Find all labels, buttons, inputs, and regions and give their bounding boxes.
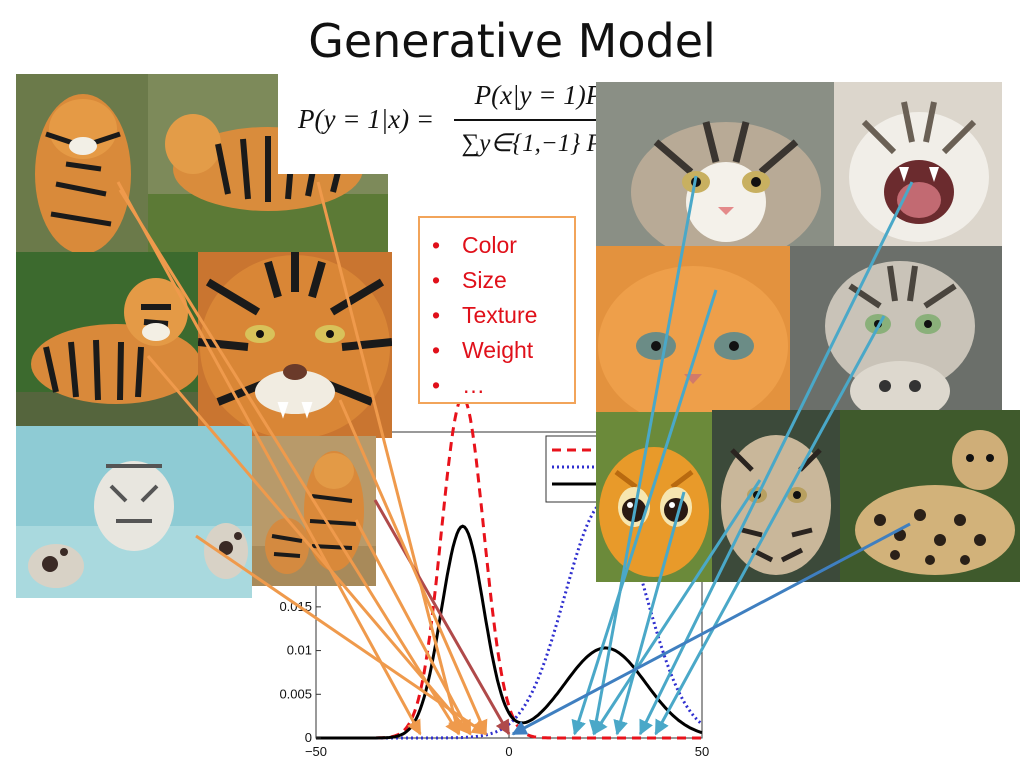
feature-label: Size xyxy=(462,267,507,293)
tiger-face-photo xyxy=(198,252,392,438)
orange-kitten-photo-icon xyxy=(596,246,790,412)
kitten-photo xyxy=(596,82,834,246)
feature-list-box: • Color • Size • Texture • Weight •… xyxy=(418,216,576,404)
page-title: Generative Model xyxy=(308,14,716,68)
x-tick-label: 50 xyxy=(695,744,709,759)
ocelot-photo-1 xyxy=(712,410,840,582)
feature-item: • Color xyxy=(432,232,517,258)
tiger-cub-photo xyxy=(252,436,376,586)
white-tiger-photo xyxy=(16,426,252,598)
tiger-photo-icon xyxy=(16,252,200,426)
feature-label: Color xyxy=(462,232,517,258)
orange-kitten-photo xyxy=(596,246,790,412)
tiger-photo-icon xyxy=(252,436,376,586)
y-tick-label: 0.01 xyxy=(287,643,312,658)
cat-hissing-photo-icon xyxy=(834,82,1002,246)
cat-hissing-photo xyxy=(834,82,1002,246)
y-tick-label: 0.015 xyxy=(279,599,312,614)
feature-item: • Size xyxy=(432,267,507,293)
x-tick-label: 0 xyxy=(505,744,512,759)
tiger-photo-1 xyxy=(16,74,150,252)
y-tick-label: 0 xyxy=(305,730,312,745)
formula-lhs: P(y = 1|x) = xyxy=(298,104,435,134)
fraction-bar xyxy=(454,119,698,121)
white-tiger-photo-icon xyxy=(16,426,252,598)
ocelot-photo-2 xyxy=(840,410,1020,582)
ocelot-photo-icon xyxy=(712,410,840,582)
cats-photo xyxy=(790,246,1002,412)
tiger-face-photo-icon xyxy=(198,252,392,438)
kitten-photo-icon xyxy=(596,82,834,246)
cartoon-cat-photo xyxy=(596,412,712,582)
feature-item: • Texture xyxy=(432,302,538,328)
y-tick-label: 0.005 xyxy=(279,686,312,701)
tiger-photo-3 xyxy=(16,252,200,426)
feature-label: … xyxy=(462,372,485,398)
ocelot-photo-icon xyxy=(840,410,1020,582)
feature-item: •… xyxy=(432,372,485,398)
feature-label: Weight xyxy=(462,337,534,363)
feature-label: Texture xyxy=(462,302,538,328)
x-tick-label: −50 xyxy=(305,744,327,759)
cats-photo-icon xyxy=(790,246,1002,412)
cartoon-cat-photo-icon xyxy=(596,412,712,582)
tiger-photo-icon xyxy=(16,74,150,252)
feature-item: • Weight xyxy=(432,337,534,363)
